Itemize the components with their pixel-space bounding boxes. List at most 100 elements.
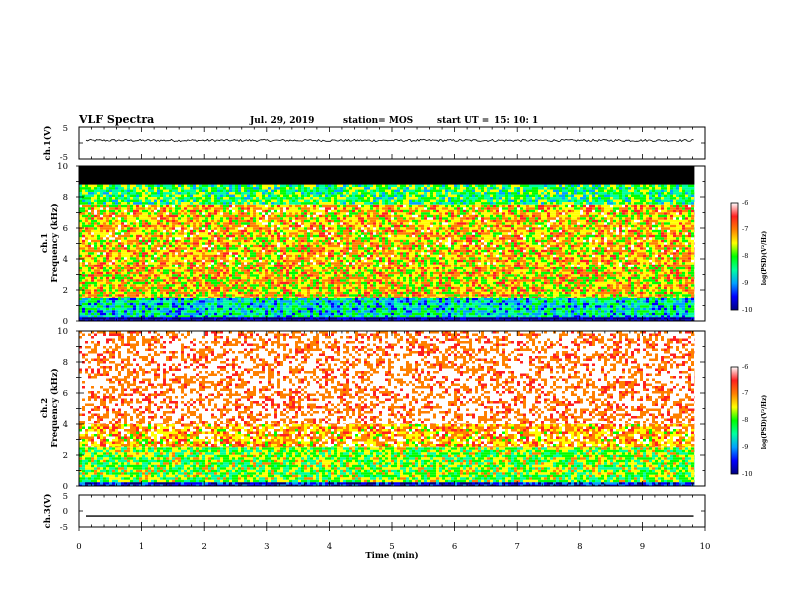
- spectrogram-cell: [127, 204, 130, 208]
- spectrogram-cell: [175, 286, 178, 290]
- spectrogram-cell: [601, 317, 604, 320]
- spectrogram-cell: [217, 274, 220, 277]
- spectrogram-cell: [214, 300, 217, 303]
- spectrogram-cell: [268, 319, 271, 321]
- spectrogram-cell: [172, 291, 175, 295]
- spectrogram-cell: [505, 296, 508, 298]
- spectrogram-cell: [508, 281, 511, 285]
- spectrogram-cell: [199, 284, 202, 287]
- spectrogram-cell: [268, 269, 271, 272]
- spectrogram-cell: [478, 312, 481, 316]
- spectrogram-cell: [139, 319, 142, 321]
- spectrogram-cell: [361, 276, 364, 280]
- spectrogram-cell: [265, 296, 268, 298]
- spectrogram-cell: [88, 300, 91, 303]
- spectrogram-cell: [571, 315, 574, 318]
- spectrogram-cell: [106, 307, 109, 311]
- spectrogram-cell: [322, 276, 325, 280]
- spectrogram-cell: [454, 291, 457, 295]
- spectrogram-cell: [250, 300, 253, 303]
- spectrogram-cell: [253, 315, 256, 318]
- spectrogram-cell: [241, 274, 244, 277]
- spectrogram-cell: [301, 266, 304, 270]
- spectrogram-cell: [109, 291, 112, 295]
- spectrogram-cell: [130, 207, 133, 210]
- spectrogram-cell: [550, 266, 553, 270]
- spectrogram-cell: [121, 291, 124, 295]
- spectrogram-cell: [211, 281, 214, 285]
- spectrogram-cell: [412, 319, 415, 321]
- spectrogram-cell: [646, 291, 649, 295]
- spectrogram-cell: [238, 297, 241, 301]
- spectrogram-cell: [142, 300, 145, 303]
- spectrogram-cell: [523, 294, 526, 297]
- spectrogram-cell: [691, 286, 694, 290]
- spectrogram-cell: [403, 307, 406, 311]
- spectrogram-cell: [205, 286, 208, 290]
- spectrogram-cell: [376, 302, 379, 306]
- spectrogram-cell: [118, 289, 121, 292]
- spectrogram-cell: [400, 271, 403, 275]
- spectrogram-cell: [520, 297, 523, 301]
- spectrogram-cell: [598, 269, 601, 272]
- spectrogram-cell: [664, 305, 667, 308]
- spectrogram-cell: [250, 294, 253, 297]
- spectrogram-cell: [658, 286, 661, 290]
- spectrogram-cell: [124, 289, 127, 292]
- spectrogram-cell: [676, 269, 679, 272]
- spectrogram-cell: [682, 271, 685, 275]
- ch1-waveform-ylabel: ch.1(V): [42, 126, 53, 161]
- spectrogram-cell: [184, 274, 187, 277]
- spectrogram-cell: [652, 307, 655, 311]
- spectrogram-cell: [595, 204, 598, 208]
- spectrogram-cell: [628, 286, 631, 290]
- spectrogram-cell: [433, 286, 436, 290]
- spectrogram-cell: [520, 300, 523, 303]
- spectrogram-cell: [283, 279, 286, 282]
- spectrogram-cell: [427, 269, 430, 272]
- spectrogram-cell: [544, 296, 547, 298]
- spectrogram-cell: [397, 271, 400, 275]
- spectrogram-cell: [97, 284, 100, 287]
- spectrogram-cell: [301, 317, 304, 320]
- spectrogram-cell: [85, 297, 88, 301]
- spectrogram-cell: [655, 284, 658, 287]
- spectrogram-cell: [148, 284, 151, 287]
- spectrogram-cell: [109, 286, 112, 290]
- spectrogram-cell: [685, 315, 688, 318]
- spectrogram-cell: [673, 284, 676, 287]
- spectrogram-cell: [286, 310, 289, 313]
- ch1-waveform-trace: [85, 138, 694, 143]
- spectrogram-cell: [403, 300, 406, 303]
- spectrogram-cell: [259, 289, 262, 292]
- spectrogram-cell: [313, 286, 316, 290]
- spectrogram-cell: [514, 297, 517, 301]
- spectrogram-cell: [106, 310, 109, 313]
- spectrogram-cell: [337, 279, 340, 282]
- spectrogram-cell: [247, 269, 250, 272]
- spectrogram-cell: [688, 291, 691, 295]
- spectrogram-cell: [364, 302, 367, 306]
- spectrogram-cell: [589, 307, 592, 311]
- spectrogram-cell: [571, 281, 574, 285]
- spectrogram-cell: [343, 266, 346, 270]
- spectrogram-cell: [109, 312, 112, 316]
- spectrogram-cell: [175, 281, 178, 285]
- spectrogram-cell: [286, 296, 289, 298]
- spectrogram-cell: [310, 289, 313, 292]
- spectrogram-cell: [226, 300, 229, 303]
- spectrogram-cell: [283, 204, 286, 208]
- spectrogram-cell: [181, 286, 184, 290]
- spectrogram-cell: [409, 294, 412, 297]
- spectrogram-cell: [334, 271, 337, 275]
- spectrogram-cell: [184, 302, 187, 306]
- spectrogram-cell: [487, 276, 490, 280]
- spectrogram-cell: [310, 276, 313, 280]
- spectrogram-cell: [307, 294, 310, 297]
- spectrogram-cell: [322, 271, 325, 275]
- spectrogram-cell: [313, 289, 316, 292]
- spectrogram-cell: [520, 291, 523, 295]
- spectrogram-cell: [619, 276, 622, 280]
- spectrogram-cell: [385, 310, 388, 313]
- spectrogram-cell: [382, 310, 385, 313]
